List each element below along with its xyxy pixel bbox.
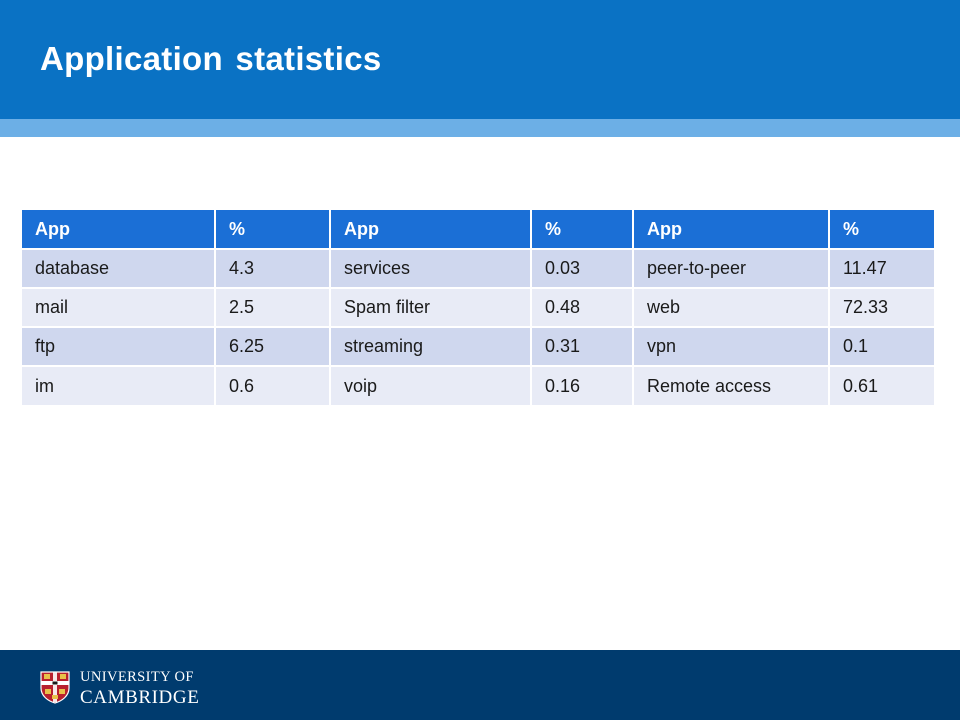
app-cell: Remote access — [632, 365, 829, 405]
table-row: im 0.6 voip 0.16 Remote access 0.61 — [22, 365, 934, 405]
percent-cell: 6.25 — [214, 326, 330, 366]
percent-cell: 0.6 — [214, 365, 330, 405]
column-header-app: App — [329, 210, 531, 249]
table-row: database 4.3 services 0.03 peer-to-peer … — [22, 248, 934, 288]
column-header-app: App — [22, 210, 215, 249]
app-cell: peer-to-peer — [632, 248, 829, 288]
slide-title: Application statistics — [40, 40, 382, 77]
app-cell: im — [22, 365, 215, 405]
table-row: ftp 6.25 streaming 0.31 vpn 0.1 — [22, 326, 934, 366]
app-cell: web — [632, 287, 829, 327]
column-header-percent: % — [214, 210, 330, 249]
percent-cell: 4.3 — [214, 248, 330, 288]
app-cell: database — [22, 248, 215, 288]
wordmark-line-2: CAMBRIDGE — [80, 686, 200, 708]
app-cell: ftp — [22, 326, 215, 366]
university-crest-icon — [40, 671, 70, 704]
app-cell: Spam filter — [329, 287, 531, 327]
university-wordmark: UNIVERSITY OF CAMBRIDGE — [80, 670, 199, 707]
percent-cell: 11.47 — [828, 248, 934, 288]
percent-cell: 0.31 — [530, 326, 633, 366]
column-header-app: App — [632, 210, 829, 249]
app-cell: vpn — [632, 326, 829, 366]
column-header-percent: % — [828, 210, 934, 249]
percent-cell: 0.61 — [828, 365, 934, 405]
app-cell: streaming — [329, 326, 531, 366]
percent-cell: 0.16 — [530, 365, 633, 405]
table-row: mail 2.5 Spam filter 0.48 web 72.33 — [22, 287, 934, 327]
table-header-row: App % App % App % — [22, 210, 934, 249]
app-cell: services — [329, 248, 531, 288]
app-cell: mail — [22, 287, 215, 327]
percent-cell: 2.5 — [214, 287, 330, 327]
app-cell: voip — [329, 365, 531, 405]
slide-footer: UNIVERSITY OF CAMBRIDGE — [0, 650, 960, 720]
slide-header: Application statistics — [0, 0, 960, 119]
column-header-percent: % — [530, 210, 633, 249]
application-statistics-table: App % App % App % database 4.3 services … — [22, 210, 934, 405]
percent-cell: 0.1 — [828, 326, 934, 366]
header-stripe — [0, 119, 960, 137]
percent-cell: 0.48 — [530, 287, 633, 327]
percent-cell: 0.03 — [530, 248, 633, 288]
percent-cell: 72.33 — [828, 287, 934, 327]
wordmark-line-1: UNIVERSITY OF — [80, 669, 194, 685]
